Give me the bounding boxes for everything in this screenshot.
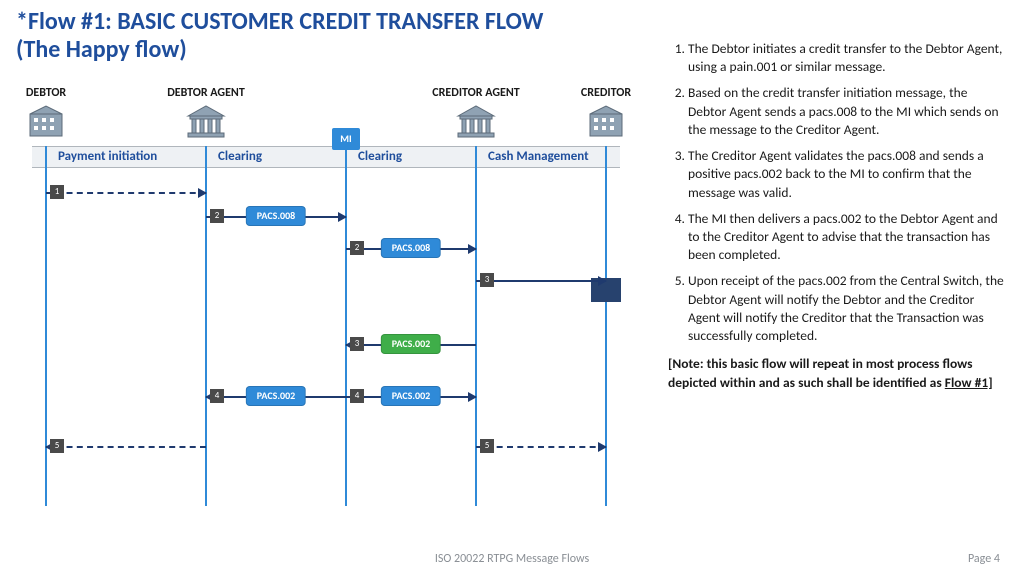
title-line-1: *Flow #1: BASIC CUSTOMER CREDIT TRANSFER…: [16, 7, 543, 36]
step-item: The MI then delivers a pacs.002 to the D…: [688, 210, 1008, 265]
step-number: 2: [210, 209, 224, 223]
steps-list: The Debtor initiates a credit transfer t…: [668, 40, 1008, 345]
flow-arrow: [476, 280, 606, 282]
step-item: Upon receipt of the pacs.002 from the Ce…: [688, 272, 1008, 345]
bank-icon: [456, 104, 496, 143]
message-box: PACS.002: [381, 386, 441, 406]
title-line-2: (The Happy flow): [16, 35, 187, 64]
lifeline-debtor: [45, 146, 47, 506]
segment-label: Clearing: [218, 146, 262, 168]
step-item: The Debtor initiates a credit transfer t…: [688, 40, 1008, 76]
flow-arrow: [46, 192, 206, 194]
col-label-debtor: DEBTOR: [26, 86, 66, 100]
flow-note: [Note: this basic flow will repeat in mo…: [668, 355, 1008, 391]
building-icon: [588, 104, 624, 143]
lifeline-mi: [345, 146, 347, 506]
step-number: 1: [50, 185, 64, 199]
step-number: 4: [210, 389, 224, 403]
step-number: 5: [50, 439, 64, 453]
footer-center: ISO 20022 RTPG Message Flows: [0, 552, 1024, 566]
note-underlined: Flow #1]: [945, 374, 993, 391]
step-item: The Creditor Agent validates the pacs.00…: [688, 147, 1008, 202]
step-number: 4: [350, 389, 364, 403]
message-box: PACS.002: [246, 386, 306, 406]
lifeline-creditor_agent: [475, 146, 477, 506]
segment-label: Clearing: [358, 146, 402, 168]
lifeline-creditor: [605, 146, 607, 506]
building-icon: [28, 104, 64, 143]
bank-icon: [186, 104, 226, 143]
note-text: [Note: this basic flow will repeat in mo…: [668, 355, 973, 390]
mi-box: MI: [332, 128, 360, 150]
lifeline-debtor_agent: [205, 146, 207, 506]
message-box: PACS.002: [381, 334, 441, 354]
col-label-creditor_agent: CREDITOR AGENT: [432, 86, 519, 100]
sequence-diagram: DEBTOR DEBTOR AGENT CREDITOR AGENT CREDI…: [16, 86, 656, 506]
flow-arrow: [46, 446, 206, 448]
page-title: *Flow #1: BASIC CUSTOMER CREDIT TRANSFER…: [16, 8, 543, 63]
step-item: Based on the credit transfer initiation …: [688, 84, 1008, 139]
col-label-debtor_agent: DEBTOR AGENT: [167, 86, 245, 100]
message-box: PACS.008: [381, 238, 441, 258]
step-number: 5: [480, 439, 494, 453]
segment-label: Payment initiation: [58, 146, 157, 168]
segment-label: Cash Management: [488, 146, 589, 168]
steps-panel: The Debtor initiates a credit transfer t…: [668, 40, 1008, 392]
flow-arrow: [476, 446, 606, 448]
footer-right: Page 4: [968, 552, 1000, 566]
col-label-creditor: CREDITOR: [581, 86, 631, 100]
step-number: 2: [350, 241, 364, 255]
message-box: PACS.008: [246, 206, 306, 226]
step-number: 3: [350, 337, 364, 351]
step-number: 3: [480, 273, 494, 287]
